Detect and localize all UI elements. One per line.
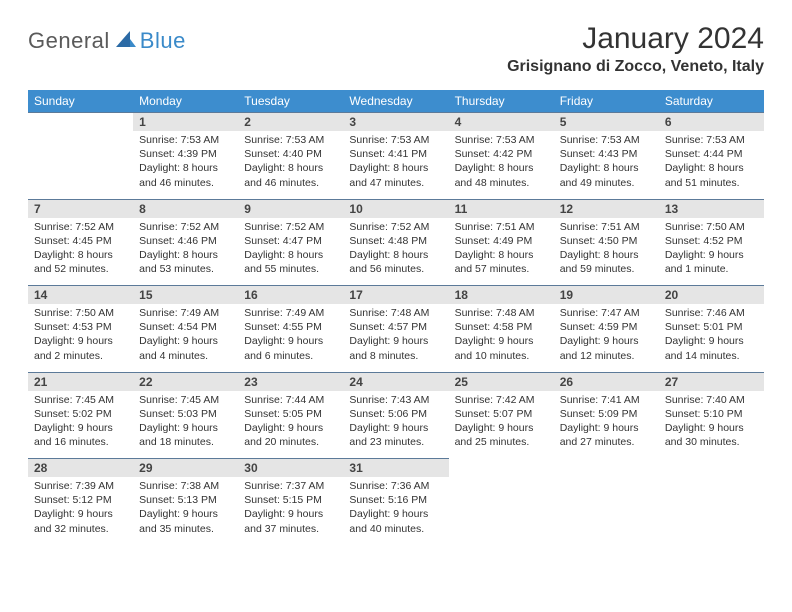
day-number: 28 (28, 459, 133, 478)
daynum-row: 21222324252627 (28, 372, 764, 391)
logo-sail-icon (114, 29, 138, 54)
logo-text-general: General (28, 28, 110, 54)
day-number: 8 (133, 199, 238, 218)
day-number: 21 (28, 372, 133, 391)
day-data: Sunrise: 7:41 AM Sunset: 5:09 PM Dayligh… (554, 391, 659, 459)
day-number: 10 (343, 199, 448, 218)
day-data: Sunrise: 7:52 AM Sunset: 4:46 PM Dayligh… (133, 218, 238, 286)
day-number (659, 459, 764, 478)
day-data: Sunrise: 7:47 AM Sunset: 4:59 PM Dayligh… (554, 304, 659, 372)
daydata-row: Sunrise: 7:50 AM Sunset: 4:53 PM Dayligh… (28, 304, 764, 372)
day-data: Sunrise: 7:51 AM Sunset: 4:49 PM Dayligh… (449, 218, 554, 286)
day-data: Sunrise: 7:53 AM Sunset: 4:42 PM Dayligh… (449, 131, 554, 199)
day-data: Sunrise: 7:49 AM Sunset: 4:55 PM Dayligh… (238, 304, 343, 372)
day-number: 31 (343, 459, 448, 478)
day-data: Sunrise: 7:45 AM Sunset: 5:03 PM Dayligh… (133, 391, 238, 459)
day-number: 25 (449, 372, 554, 391)
day-number (28, 113, 133, 132)
day-data: Sunrise: 7:51 AM Sunset: 4:50 PM Dayligh… (554, 218, 659, 286)
day-number: 1 (133, 113, 238, 132)
day-header: Sunday (28, 90, 133, 113)
calendar-table: Sunday Monday Tuesday Wednesday Thursday… (28, 90, 764, 545)
daydata-row: Sunrise: 7:39 AM Sunset: 5:12 PM Dayligh… (28, 477, 764, 545)
location: Grisignano di Zocco, Veneto, Italy (507, 58, 764, 76)
day-data (659, 477, 764, 545)
day-number: 26 (554, 372, 659, 391)
day-data: Sunrise: 7:52 AM Sunset: 4:45 PM Dayligh… (28, 218, 133, 286)
day-data: Sunrise: 7:50 AM Sunset: 4:53 PM Dayligh… (28, 304, 133, 372)
day-data: Sunrise: 7:53 AM Sunset: 4:44 PM Dayligh… (659, 131, 764, 199)
day-number: 20 (659, 286, 764, 305)
day-data: Sunrise: 7:52 AM Sunset: 4:48 PM Dayligh… (343, 218, 448, 286)
day-number: 7 (28, 199, 133, 218)
day-data (28, 131, 133, 199)
logo: General Blue (28, 28, 186, 54)
day-number: 29 (133, 459, 238, 478)
title-block: January 2024 Grisignano di Zocco, Veneto… (507, 22, 764, 76)
day-number: 27 (659, 372, 764, 391)
day-data: Sunrise: 7:42 AM Sunset: 5:07 PM Dayligh… (449, 391, 554, 459)
day-number: 30 (238, 459, 343, 478)
day-number: 16 (238, 286, 343, 305)
day-data: Sunrise: 7:45 AM Sunset: 5:02 PM Dayligh… (28, 391, 133, 459)
day-data: Sunrise: 7:53 AM Sunset: 4:41 PM Dayligh… (343, 131, 448, 199)
day-data: Sunrise: 7:43 AM Sunset: 5:06 PM Dayligh… (343, 391, 448, 459)
day-number: 24 (343, 372, 448, 391)
day-data: Sunrise: 7:49 AM Sunset: 4:54 PM Dayligh… (133, 304, 238, 372)
day-header: Wednesday (343, 90, 448, 113)
day-number (554, 459, 659, 478)
day-number: 13 (659, 199, 764, 218)
daydata-row: Sunrise: 7:53 AM Sunset: 4:39 PM Dayligh… (28, 131, 764, 199)
day-number: 18 (449, 286, 554, 305)
day-data: Sunrise: 7:40 AM Sunset: 5:10 PM Dayligh… (659, 391, 764, 459)
day-data: Sunrise: 7:37 AM Sunset: 5:15 PM Dayligh… (238, 477, 343, 545)
day-data: Sunrise: 7:39 AM Sunset: 5:12 PM Dayligh… (28, 477, 133, 545)
day-number: 4 (449, 113, 554, 132)
day-header: Monday (133, 90, 238, 113)
day-number: 9 (238, 199, 343, 218)
daynum-row: 123456 (28, 113, 764, 132)
day-data: Sunrise: 7:53 AM Sunset: 4:43 PM Dayligh… (554, 131, 659, 199)
day-data (449, 477, 554, 545)
day-number: 12 (554, 199, 659, 218)
daynum-row: 78910111213 (28, 199, 764, 218)
day-number: 23 (238, 372, 343, 391)
day-number: 5 (554, 113, 659, 132)
day-header-row: Sunday Monday Tuesday Wednesday Thursday… (28, 90, 764, 113)
day-number: 17 (343, 286, 448, 305)
day-data: Sunrise: 7:38 AM Sunset: 5:13 PM Dayligh… (133, 477, 238, 545)
month-title: January 2024 (507, 22, 764, 56)
logo-text-blue: Blue (140, 28, 186, 54)
day-data: Sunrise: 7:48 AM Sunset: 4:58 PM Dayligh… (449, 304, 554, 372)
day-data: Sunrise: 7:36 AM Sunset: 5:16 PM Dayligh… (343, 477, 448, 545)
day-data: Sunrise: 7:53 AM Sunset: 4:40 PM Dayligh… (238, 131, 343, 199)
day-data: Sunrise: 7:52 AM Sunset: 4:47 PM Dayligh… (238, 218, 343, 286)
day-header: Tuesday (238, 90, 343, 113)
day-number: 14 (28, 286, 133, 305)
day-data (554, 477, 659, 545)
daynum-row: 14151617181920 (28, 286, 764, 305)
day-number: 19 (554, 286, 659, 305)
day-number: 22 (133, 372, 238, 391)
day-number: 2 (238, 113, 343, 132)
day-number (449, 459, 554, 478)
day-header: Thursday (449, 90, 554, 113)
day-header: Saturday (659, 90, 764, 113)
day-data: Sunrise: 7:53 AM Sunset: 4:39 PM Dayligh… (133, 131, 238, 199)
day-data: Sunrise: 7:44 AM Sunset: 5:05 PM Dayligh… (238, 391, 343, 459)
day-data: Sunrise: 7:48 AM Sunset: 4:57 PM Dayligh… (343, 304, 448, 372)
day-number: 3 (343, 113, 448, 132)
daydata-row: Sunrise: 7:52 AM Sunset: 4:45 PM Dayligh… (28, 218, 764, 286)
day-number: 11 (449, 199, 554, 218)
daynum-row: 28293031 (28, 459, 764, 478)
day-data: Sunrise: 7:50 AM Sunset: 4:52 PM Dayligh… (659, 218, 764, 286)
daydata-row: Sunrise: 7:45 AM Sunset: 5:02 PM Dayligh… (28, 391, 764, 459)
day-number: 6 (659, 113, 764, 132)
day-header: Friday (554, 90, 659, 113)
day-number: 15 (133, 286, 238, 305)
header: General Blue January 2024 Grisignano di … (28, 22, 764, 76)
day-data: Sunrise: 7:46 AM Sunset: 5:01 PM Dayligh… (659, 304, 764, 372)
